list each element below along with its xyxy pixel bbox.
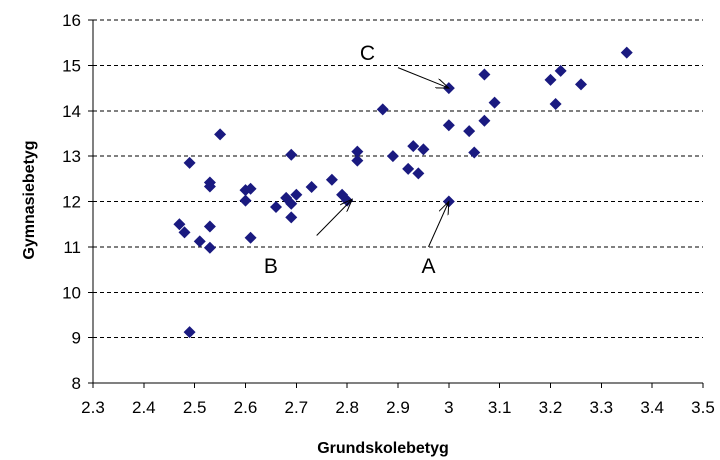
data-point xyxy=(351,145,364,158)
data-point xyxy=(203,220,216,233)
data-point xyxy=(412,167,425,180)
x-tick-label: 2.5 xyxy=(183,398,207,417)
data-point xyxy=(183,326,196,339)
data-point xyxy=(173,218,186,231)
x-tick-label: 3.5 xyxy=(691,398,715,417)
y-axis-ticks: 8 9 10 11 12 13 14 15 16 xyxy=(62,11,93,393)
x-axis-ticks: 2.3 2.4 2.5 2.6 2.7 2.8 2.9 3 3.1 3.2 3.3 3.4 3.5 xyxy=(81,383,715,417)
x-tick-label: 3.3 xyxy=(590,398,614,417)
data-point xyxy=(544,73,557,86)
annotation-arrow-b xyxy=(316,199,353,236)
data-point xyxy=(402,162,415,175)
y-tick-label: 14 xyxy=(62,102,81,121)
data-point xyxy=(183,156,196,169)
x-tick-label: 2.9 xyxy=(386,398,410,417)
data-point xyxy=(244,231,257,244)
data-point xyxy=(620,46,633,59)
data-point xyxy=(203,180,216,193)
data-point xyxy=(376,103,389,116)
data-point xyxy=(575,78,587,91)
y-tick-label: 12 xyxy=(62,193,81,212)
data-point xyxy=(463,125,476,138)
annotation-label-c: C xyxy=(360,42,375,65)
y-tick-label: 10 xyxy=(62,283,81,302)
data-point xyxy=(178,226,191,239)
x-tick-label: 2.8 xyxy=(335,398,359,417)
data-point xyxy=(270,200,282,213)
annotation-label-b: B xyxy=(264,255,278,278)
data-point xyxy=(244,182,257,195)
data-point xyxy=(554,64,567,77)
data-points xyxy=(173,46,633,339)
data-point xyxy=(417,143,430,156)
data-point xyxy=(285,197,298,210)
x-tick-label: 2.7 xyxy=(285,398,309,417)
data-point xyxy=(285,148,298,161)
data-point xyxy=(305,180,318,193)
y-tick-label: 16 xyxy=(62,11,81,30)
x-axis-title: Grundskolebetyg xyxy=(317,440,449,457)
x-tick-label: 2.4 xyxy=(132,398,156,417)
annotation-label-a: A xyxy=(421,255,435,278)
y-tick-label: 8 xyxy=(72,374,81,393)
data-point xyxy=(193,235,206,248)
annotation-arrow-a xyxy=(428,202,449,248)
y-tick-label: 11 xyxy=(63,238,81,257)
y-tick-label: 13 xyxy=(62,147,81,166)
data-point xyxy=(549,97,562,110)
data-point xyxy=(478,68,491,81)
data-point xyxy=(290,188,303,201)
data-point xyxy=(203,241,216,254)
y-tick-label: 15 xyxy=(62,56,81,75)
data-point xyxy=(351,154,364,167)
annotations: A B C xyxy=(264,42,449,278)
x-tick-label: 3 xyxy=(444,398,453,417)
data-point xyxy=(442,119,455,132)
x-tick-label: 2.6 xyxy=(234,398,258,417)
x-tick-label: 3.1 xyxy=(488,398,512,417)
data-point xyxy=(386,150,399,163)
annotation-arrow-c xyxy=(397,67,449,88)
data-point xyxy=(214,128,227,141)
x-tick-label: 3.2 xyxy=(539,398,563,417)
data-point xyxy=(488,96,501,109)
y-axis-title: Gymnasiebetyg xyxy=(21,140,38,259)
x-tick-label: 3.4 xyxy=(640,398,664,417)
data-point xyxy=(285,211,298,224)
data-point xyxy=(407,140,420,153)
data-point xyxy=(468,146,481,159)
x-tick-label: 2.3 xyxy=(81,398,105,417)
y-tick-label: 9 xyxy=(72,329,81,348)
data-point xyxy=(325,173,338,186)
data-point xyxy=(239,194,252,207)
data-point xyxy=(478,114,491,127)
